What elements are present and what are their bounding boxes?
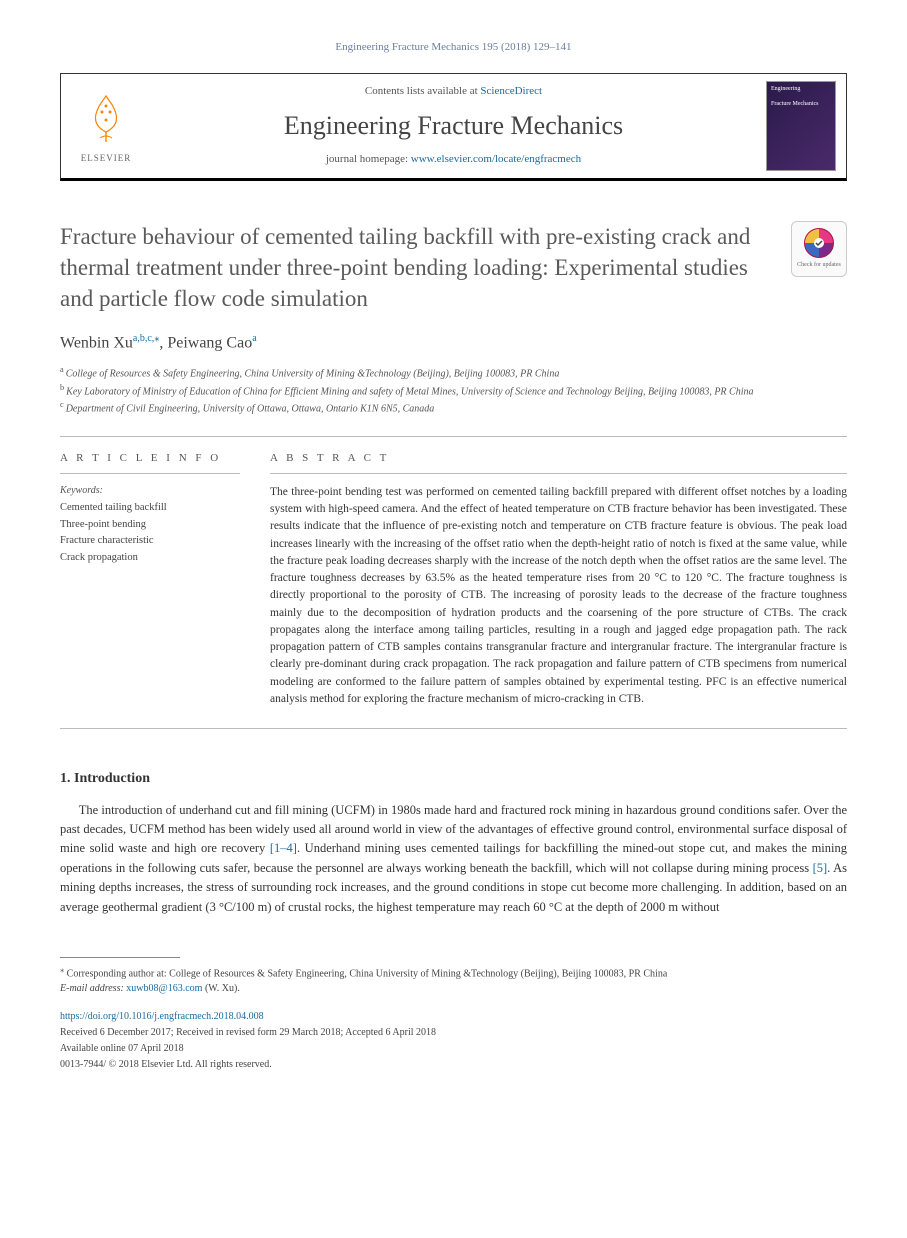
author-1-affil-sup[interactable]: a,b,c,: [133, 333, 154, 344]
ref-link-5[interactable]: [5]: [813, 861, 828, 875]
author-2-affil-sup[interactable]: a: [252, 333, 256, 344]
email-link[interactable]: xuwb08@163.com: [126, 983, 202, 994]
keywords-label: Keywords:: [60, 484, 240, 498]
check-updates-label: Check for updates: [797, 261, 841, 269]
journal-title: Engineering Fracture Mechanics: [284, 108, 623, 144]
affiliations: aCollege of Resources & Safety Engineeri…: [60, 364, 847, 416]
abstract-rule: [270, 473, 847, 474]
keyword-item: Three-point bending: [60, 517, 240, 534]
sciencedirect-link[interactable]: ScienceDirect: [480, 85, 542, 97]
corresponding-footnote: ⁎ Corresponding author at: College of Re…: [60, 964, 847, 996]
cover-title-1: Engineering: [767, 82, 835, 97]
section-divider: [60, 436, 847, 437]
doi-line: https://doi.org/10.1016/j.engfracmech.20…: [60, 1010, 847, 1024]
author-1-name: Wenbin Xu: [60, 334, 133, 351]
article-info-heading: A R T I C L E I N F O: [60, 451, 240, 466]
history-line: Received 6 December 2017; Received in re…: [60, 1026, 847, 1040]
article-info-col: A R T I C L E I N F O Keywords: Cemented…: [60, 451, 240, 708]
affiliation-a: aCollege of Resources & Safety Engineeri…: [60, 364, 847, 381]
keyword-item: Cemented tailing backfill: [60, 500, 240, 517]
homepage-link[interactable]: www.elsevier.com/locate/engfracmech: [411, 153, 581, 165]
copyright-line: 0013-7944/ © 2018 Elsevier Ltd. All righ…: [60, 1058, 847, 1072]
abstract-col: A B S T R A C T The three-point bending …: [270, 451, 847, 708]
section-divider-2: [60, 728, 847, 729]
affiliation-b: bKey Laboratory of Ministry of Education…: [60, 382, 847, 399]
header-center: Contents lists available at ScienceDirec…: [151, 74, 756, 177]
intro-paragraph: The introduction of underhand cut and fi…: [60, 801, 847, 917]
journal-cover-thumbnail: Engineering Fracture Mechanics: [766, 81, 836, 171]
doi-link[interactable]: https://doi.org/10.1016/j.engfracmech.20…: [60, 1011, 264, 1022]
abstract-text: The three-point bending test was perform…: [270, 484, 847, 708]
ref-link-1-4[interactable]: [1–4]: [270, 841, 297, 855]
email-suffix: (W. Xu).: [202, 983, 239, 994]
info-rule: [60, 473, 240, 474]
cover-title-2: Fracture Mechanics: [767, 97, 835, 112]
section-1-heading: 1. Introduction: [60, 769, 847, 789]
email-label: E-mail address:: [60, 983, 126, 994]
contents-line: Contents lists available at ScienceDirec…: [365, 84, 542, 99]
title-section: Fracture behaviour of cemented tailing b…: [60, 221, 847, 314]
citation-link[interactable]: Engineering Fracture Mechanics 195 (2018…: [335, 41, 571, 53]
journal-header: ELSEVIER Contents lists available at Sci…: [60, 73, 847, 180]
corr-text: Corresponding author at: College of Reso…: [64, 968, 667, 979]
keywords-list: Cemented tailing backfill Three-point be…: [60, 500, 240, 567]
info-abstract-row: A R T I C L E I N F O Keywords: Cemented…: [60, 451, 847, 708]
contents-prefix: Contents lists available at: [365, 85, 480, 97]
available-line: Available online 07 April 2018: [60, 1042, 847, 1056]
article-title: Fracture behaviour of cemented tailing b…: [60, 221, 791, 314]
elsevier-tree-icon: [76, 88, 136, 148]
author-2-name: , Peiwang Cao: [159, 334, 252, 351]
keyword-item: Crack propagation: [60, 550, 240, 567]
authors-line: Wenbin Xua,b,c,⁎, Peiwang Caoa: [60, 332, 847, 355]
check-updates-icon: [803, 227, 835, 259]
affiliation-c: cDepartment of Civil Engineering, Univer…: [60, 399, 847, 416]
citation-line: Engineering Fracture Mechanics 195 (2018…: [60, 40, 847, 55]
keyword-item: Fracture characteristic: [60, 533, 240, 550]
footnote-rule: [60, 957, 180, 958]
publisher-name: ELSEVIER: [81, 152, 132, 165]
check-updates-badge[interactable]: Check for updates: [791, 221, 847, 277]
abstract-heading: A B S T R A C T: [270, 451, 847, 466]
homepage-prefix: journal homepage:: [326, 153, 411, 165]
cover-block: Engineering Fracture Mechanics: [756, 74, 846, 177]
publisher-block: ELSEVIER: [61, 74, 151, 177]
homepage-line: journal homepage: www.elsevier.com/locat…: [326, 152, 581, 167]
